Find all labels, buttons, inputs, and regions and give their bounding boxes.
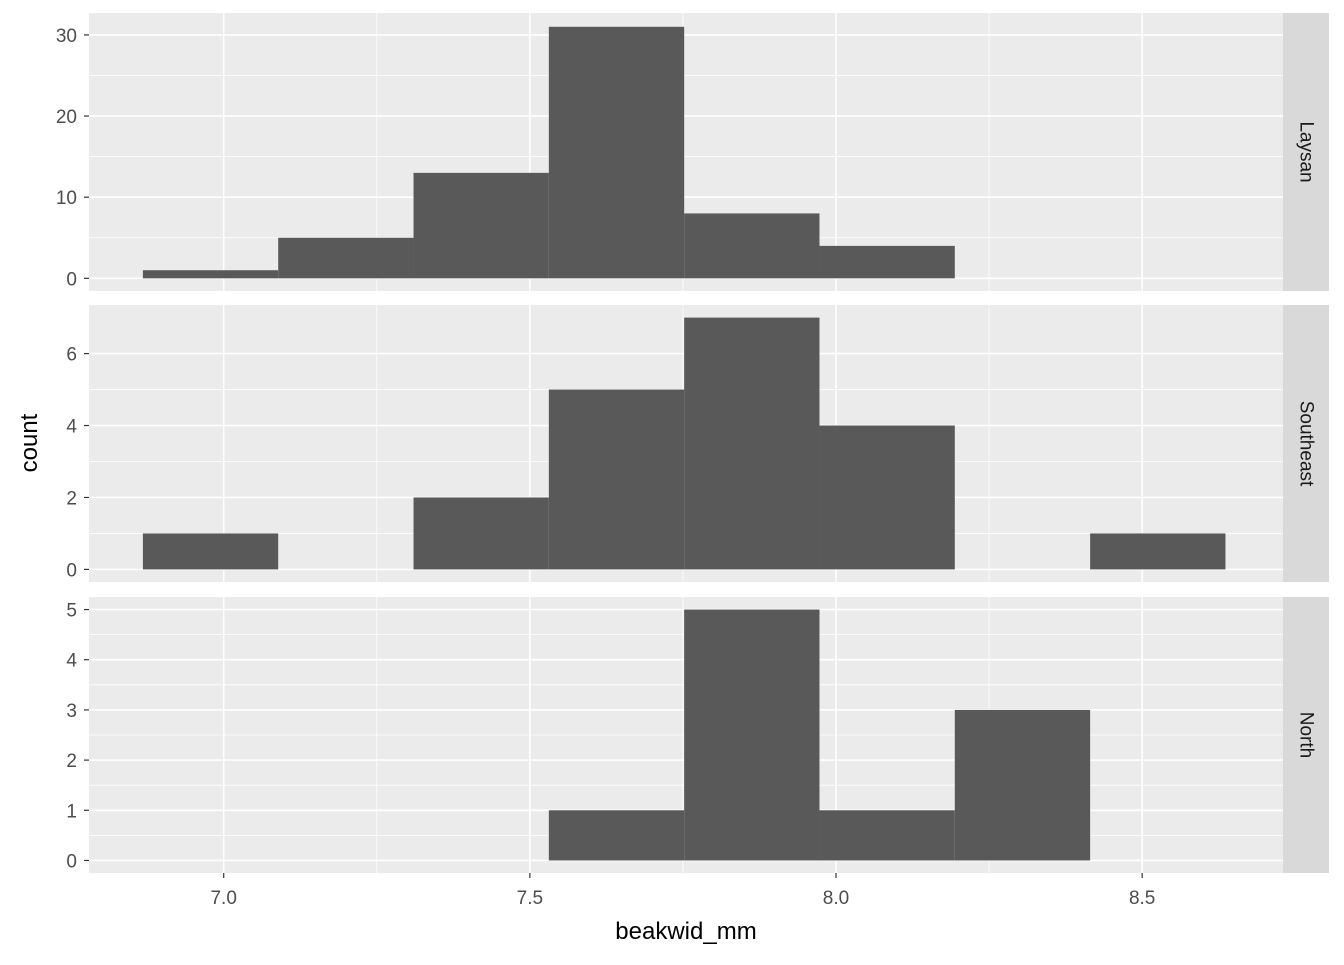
histogram-bar	[1090, 533, 1226, 570]
facet-strip	[1283, 13, 1329, 291]
y-tick-label: 4	[66, 417, 77, 438]
histogram-bar	[684, 213, 820, 279]
x-axis-title: beakwid_mm	[615, 918, 756, 945]
panels-layer: 0 10 20 30 Laysan 0 2 4 6 Southeast 0 1 2 3 4 5 North 7.0…	[56, 13, 1329, 909]
y-tick-label: 6	[66, 345, 77, 366]
x-tick-label: 8.5	[1129, 888, 1155, 909]
histogram-bar	[819, 425, 955, 570]
histogram-bar	[684, 317, 820, 570]
histogram-bar	[142, 533, 279, 570]
y-tick-label: 0	[66, 560, 77, 581]
facet-strip-label: Laysan	[1296, 121, 1317, 182]
x-axis: 7.0 7.5 8.0 8.5	[210, 873, 1155, 909]
facet-panel-north: 0 1 2 3 4 5 North	[66, 597, 1329, 873]
y-tick-label: 5	[66, 601, 77, 622]
facet-strip-label: Southeast	[1296, 401, 1317, 487]
histogram-bar	[548, 389, 685, 570]
histogram-bar	[278, 237, 414, 279]
facet-strip	[1283, 305, 1329, 582]
y-tick-label: 2	[66, 488, 77, 509]
histogram-bar	[548, 26, 685, 279]
histogram-bar	[819, 810, 955, 861]
histogram-bar	[548, 810, 685, 861]
x-tick-label: 7.5	[517, 888, 543, 909]
y-tick-label: 10	[56, 188, 77, 209]
histogram-bar	[413, 172, 549, 279]
x-tick-label: 7.0	[210, 888, 236, 909]
histogram-bar	[142, 270, 279, 279]
y-tick-label: 1	[66, 801, 77, 822]
histogram-bar	[819, 245, 955, 279]
y-tick-label: 3	[66, 701, 77, 722]
histogram-bar	[413, 497, 549, 570]
y-axis-title: count	[16, 413, 43, 472]
facet-panel-southeast: 0 2 4 6 Southeast	[66, 305, 1329, 582]
facet-panel-laysan: 0 10 20 30 Laysan	[56, 13, 1329, 291]
y-tick-label: 2	[66, 751, 77, 772]
y-tick-label: 30	[56, 26, 77, 47]
facet-strip	[1283, 597, 1329, 873]
facet-strip-label: North	[1296, 712, 1317, 758]
y-tick-label: 4	[66, 651, 77, 672]
histogram-bar	[684, 609, 820, 861]
histogram-bar	[954, 709, 1091, 861]
y-tick-label: 0	[66, 851, 77, 872]
y-tick-label: 0	[66, 269, 77, 290]
y-tick-label: 20	[56, 107, 77, 128]
x-tick-label: 8.0	[823, 888, 849, 909]
